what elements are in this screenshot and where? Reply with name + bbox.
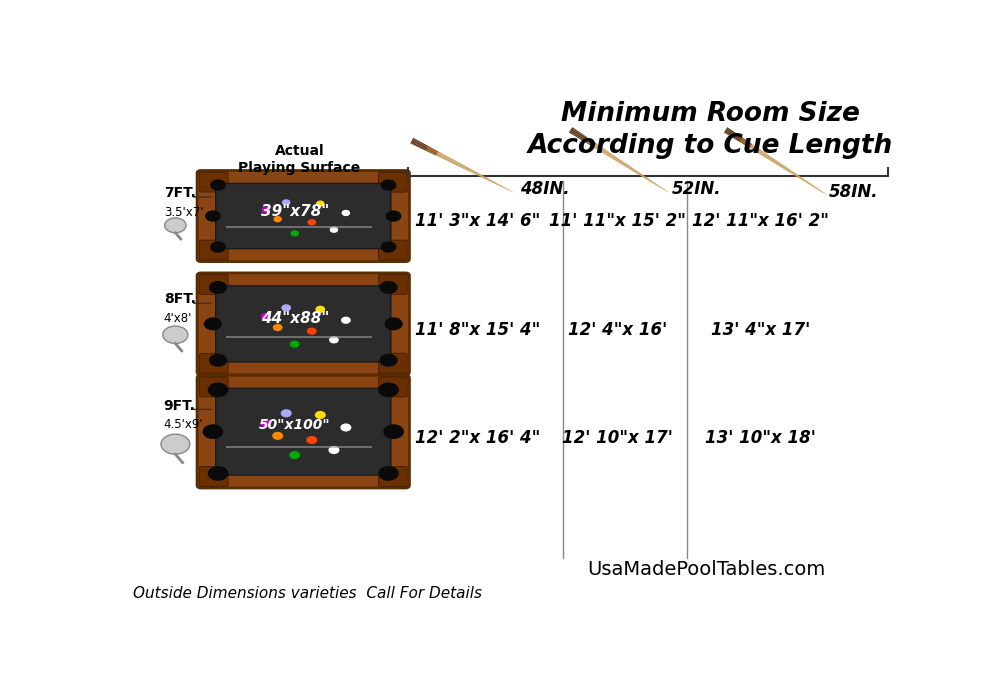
Circle shape	[381, 180, 396, 190]
Text: Outside Dimensions varieties  Call For Details: Outside Dimensions varieties Call For De…	[133, 586, 482, 601]
Circle shape	[165, 218, 186, 233]
FancyBboxPatch shape	[199, 172, 228, 192]
FancyBboxPatch shape	[216, 183, 391, 248]
Circle shape	[273, 325, 282, 330]
FancyBboxPatch shape	[216, 286, 391, 362]
Circle shape	[330, 228, 338, 232]
Text: 48IN.: 48IN.	[520, 180, 570, 198]
Text: 12' 11"x 16' 2": 12' 11"x 16' 2"	[692, 212, 829, 230]
Circle shape	[384, 425, 403, 438]
Text: 44"x88": 44"x88"	[261, 311, 329, 326]
Circle shape	[211, 242, 225, 252]
Circle shape	[208, 383, 228, 397]
Circle shape	[208, 467, 228, 480]
FancyBboxPatch shape	[197, 171, 409, 262]
FancyBboxPatch shape	[378, 240, 407, 260]
Text: 13' 10"x 18': 13' 10"x 18'	[705, 429, 816, 447]
Circle shape	[262, 207, 269, 212]
Text: 11' 11"x 15' 2": 11' 11"x 15' 2"	[549, 212, 686, 230]
Circle shape	[341, 424, 351, 430]
Circle shape	[316, 307, 324, 312]
Circle shape	[210, 354, 226, 366]
Circle shape	[283, 200, 290, 205]
Text: UsaMadePoolTables.com: UsaMadePoolTables.com	[587, 559, 825, 579]
Text: 8FT.: 8FT.	[164, 293, 196, 307]
Text: 12' 4"x 16': 12' 4"x 16'	[568, 321, 667, 339]
FancyBboxPatch shape	[378, 377, 407, 397]
Circle shape	[385, 318, 402, 330]
Circle shape	[262, 314, 270, 319]
FancyBboxPatch shape	[197, 273, 409, 374]
Circle shape	[381, 242, 396, 252]
Text: 11' 3"x 14' 6": 11' 3"x 14' 6"	[415, 212, 540, 230]
Text: 12' 2"x 16' 4": 12' 2"x 16' 4"	[415, 429, 540, 447]
Text: Actual: Actual	[275, 144, 324, 158]
FancyBboxPatch shape	[378, 466, 407, 486]
Circle shape	[379, 467, 398, 480]
Circle shape	[380, 354, 397, 366]
Text: 9FT.: 9FT.	[164, 398, 196, 412]
Text: 52IN.: 52IN.	[671, 180, 721, 197]
Text: 3.5'x7': 3.5'x7'	[164, 206, 203, 218]
Circle shape	[274, 217, 281, 222]
Circle shape	[386, 211, 401, 221]
Circle shape	[281, 410, 291, 416]
Text: 4'x8': 4'x8'	[164, 312, 192, 325]
FancyBboxPatch shape	[199, 274, 228, 295]
Circle shape	[163, 326, 188, 344]
Circle shape	[380, 281, 397, 293]
FancyBboxPatch shape	[378, 274, 407, 295]
Circle shape	[307, 437, 317, 443]
Text: 12' 10"x 17': 12' 10"x 17'	[562, 429, 673, 447]
Text: 39"x78": 39"x78"	[261, 204, 329, 218]
FancyBboxPatch shape	[199, 240, 228, 260]
FancyBboxPatch shape	[199, 466, 228, 486]
Circle shape	[282, 305, 290, 311]
FancyBboxPatch shape	[199, 354, 228, 373]
FancyBboxPatch shape	[378, 172, 407, 192]
FancyBboxPatch shape	[216, 389, 391, 475]
Circle shape	[273, 433, 282, 439]
Circle shape	[329, 447, 339, 454]
Circle shape	[291, 342, 299, 347]
Circle shape	[330, 337, 338, 343]
Circle shape	[342, 317, 350, 323]
Circle shape	[317, 201, 324, 206]
FancyBboxPatch shape	[378, 354, 407, 373]
Circle shape	[205, 318, 221, 330]
Text: 4.5'x9': 4.5'x9'	[164, 418, 203, 431]
Circle shape	[308, 220, 315, 225]
Text: 58IN.: 58IN.	[829, 183, 878, 201]
Circle shape	[211, 180, 225, 190]
Circle shape	[315, 412, 325, 419]
Text: Playing Surface: Playing Surface	[238, 160, 360, 174]
Circle shape	[203, 425, 222, 438]
Text: 7FT.: 7FT.	[164, 186, 196, 200]
Circle shape	[206, 211, 220, 221]
Text: 11' 8"x 15' 4": 11' 8"x 15' 4"	[415, 321, 540, 339]
Circle shape	[308, 328, 316, 334]
Circle shape	[210, 281, 226, 293]
Text: According to Cue Length: According to Cue Length	[528, 133, 893, 159]
Circle shape	[342, 211, 349, 216]
Circle shape	[261, 420, 271, 426]
Circle shape	[379, 383, 398, 397]
Text: 50"x100": 50"x100"	[259, 418, 331, 432]
Circle shape	[161, 434, 190, 454]
Text: 13' 4"x 17': 13' 4"x 17'	[711, 321, 810, 339]
Text: Minimum Room Size: Minimum Room Size	[561, 101, 860, 127]
FancyBboxPatch shape	[197, 375, 409, 488]
Circle shape	[290, 452, 300, 458]
FancyBboxPatch shape	[199, 377, 228, 397]
Circle shape	[291, 231, 298, 236]
